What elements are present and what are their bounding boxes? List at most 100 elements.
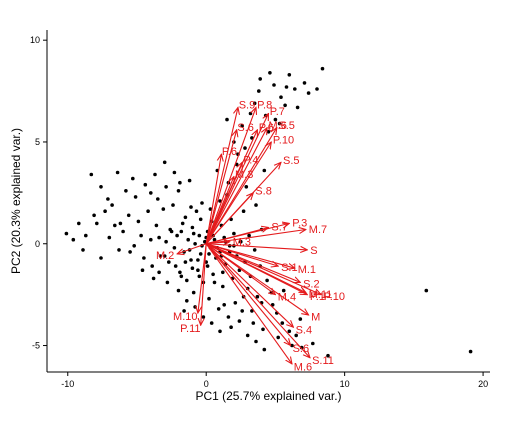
data-point	[176, 288, 181, 293]
loading-arrow	[177, 243, 207, 254]
data-point	[468, 349, 473, 354]
data-point	[240, 309, 244, 313]
data-point	[265, 278, 269, 283]
data-point	[107, 235, 112, 240]
loading-label: P.10	[324, 291, 345, 303]
loading-labels: S.9 P.8P.7M.6S.5S.6 P.6P.10P.6P.4 S.5M.3S.8…	[156, 99, 345, 373]
data-point	[251, 321, 256, 325]
loading-label: P.6	[222, 146, 237, 158]
data-point	[298, 317, 303, 321]
data-point	[182, 309, 186, 313]
data-point	[64, 231, 69, 236]
data-point	[295, 105, 300, 110]
data-point	[115, 170, 120, 175]
data-point	[208, 207, 213, 211]
data-point	[183, 215, 188, 220]
data-point	[226, 315, 231, 319]
data-point	[221, 270, 225, 275]
data-point	[164, 239, 168, 244]
data-point	[131, 176, 135, 181]
data-point	[185, 278, 189, 283]
data-point	[151, 276, 156, 281]
data-point	[320, 66, 325, 71]
data-point	[99, 256, 103, 260]
data-point	[255, 294, 260, 299]
data-point	[252, 101, 257, 106]
data-point	[315, 87, 319, 91]
loading-label: S	[310, 245, 317, 257]
data-point	[81, 248, 85, 252]
data-point	[311, 341, 315, 346]
data-point	[157, 235, 161, 240]
loading-label: M.3	[233, 237, 251, 249]
data-point	[173, 264, 178, 268]
data-point	[165, 280, 170, 285]
loading-label: M.2	[156, 250, 174, 262]
data-point	[232, 231, 236, 236]
data-point	[146, 209, 150, 213]
data-point	[306, 91, 311, 95]
data-point	[280, 321, 285, 325]
data-point	[142, 256, 146, 260]
x-tick-label: -10	[61, 379, 74, 389]
x-tick-label: 10	[340, 379, 350, 389]
data-point	[103, 209, 107, 213]
x-tick-label: 0	[204, 379, 209, 389]
loading-label: P.8	[257, 100, 272, 112]
loading-label: M.10	[173, 311, 197, 323]
loading-label: P.10	[273, 134, 294, 146]
data-point	[136, 219, 141, 224]
data-point	[172, 170, 177, 175]
data-point	[89, 172, 94, 177]
data-point	[212, 280, 217, 285]
loading-arrows	[177, 107, 321, 364]
data-point	[272, 83, 276, 87]
data-point	[218, 329, 222, 334]
data-point	[113, 223, 117, 228]
data-point	[154, 223, 159, 228]
data-point	[284, 85, 289, 89]
data-point	[254, 339, 258, 344]
loading-label: S.1	[281, 262, 298, 274]
loading-arrow	[205, 154, 221, 244]
data-point	[248, 111, 253, 116]
data-point	[279, 95, 283, 99]
data-point	[191, 231, 196, 236]
data-point	[229, 325, 233, 330]
data-point	[169, 229, 174, 234]
data-point	[201, 315, 206, 319]
data-point	[424, 288, 429, 293]
loading-label: M.7	[309, 224, 327, 236]
data-point	[197, 233, 202, 238]
loading-label: S.11	[312, 355, 334, 367]
loading-label: M.11	[309, 289, 333, 301]
data-point	[222, 303, 226, 307]
data-point	[247, 233, 251, 238]
loading-label: S.8	[255, 186, 272, 198]
loading-label: M.1	[298, 264, 316, 276]
axes: -10 0 10 20 -5 0 5 10	[30, 30, 490, 389]
loading-arrow	[205, 243, 292, 364]
x-axis-title: PC1 (25.7% explained var.)	[195, 389, 341, 403]
data-point	[149, 191, 153, 195]
data-point	[149, 237, 153, 242]
data-point	[198, 252, 203, 256]
data-point	[270, 303, 275, 307]
data-point	[176, 189, 181, 193]
data-point	[233, 301, 238, 305]
data-point	[283, 103, 287, 108]
loading-label: S.6	[237, 122, 254, 134]
loading-arrow	[206, 242, 229, 244]
loading-arrow	[205, 107, 238, 244]
data-point	[258, 77, 263, 81]
data-point	[243, 146, 247, 150]
data-point	[245, 333, 250, 338]
data-point	[179, 229, 184, 234]
data-point	[287, 329, 292, 334]
data-point	[262, 347, 267, 352]
data-point	[196, 258, 200, 262]
loading-label: P.6	[259, 122, 274, 134]
loading-label: P.7	[270, 106, 285, 118]
data-point	[133, 195, 138, 199]
